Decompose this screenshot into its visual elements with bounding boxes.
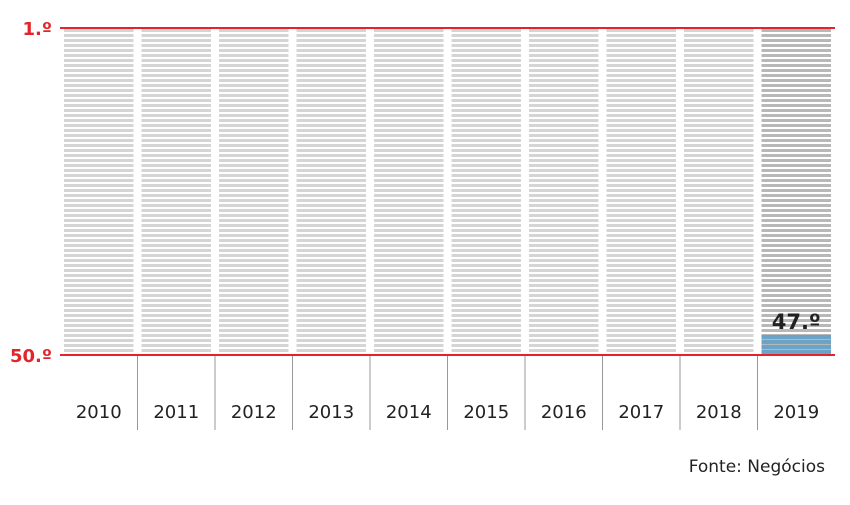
- value-bar-2019: [761, 334, 831, 354]
- x-tick-label-2014: 2014: [386, 402, 432, 423]
- y-tick-label-bottom: 50.º: [10, 346, 52, 367]
- x-tick-label-2018: 2018: [696, 402, 742, 423]
- data-label-2019: 47.º: [772, 310, 821, 334]
- column-background-2010: [64, 29, 134, 354]
- column-background-2012: [219, 29, 289, 354]
- stripe-layer: [64, 29, 831, 354]
- column-background-2018: [684, 29, 754, 354]
- x-tick-label-2016: 2016: [541, 402, 587, 423]
- column-background-2016: [529, 29, 599, 354]
- column-background-2015: [451, 29, 521, 354]
- column-background-2011: [141, 29, 211, 354]
- separator-layer: [137, 355, 758, 430]
- column-background-2019: [761, 29, 831, 354]
- x-tick-label-2017: 2017: [618, 402, 664, 423]
- x-tick-label-2012: 2012: [231, 402, 277, 423]
- x-tick-label-2011: 2011: [153, 402, 199, 423]
- x-tick-label-2013: 2013: [308, 402, 354, 423]
- source-note: Fonte: Negócios: [688, 457, 825, 477]
- y-tick-label-top: 1.º: [22, 19, 52, 40]
- data-labels: 47.º: [772, 310, 821, 334]
- x-tick-labels: 2010 2011 2012 2013 2014 2015 2016 2017 2018 2019: [76, 402, 819, 423]
- column-background-2013: [296, 29, 366, 354]
- column-background-2014: [374, 29, 444, 354]
- column-background-2017: [606, 29, 676, 354]
- x-tick-label-2010: 2010: [76, 402, 122, 423]
- value-layer: [761, 334, 831, 354]
- x-tick-label-2015: 2015: [463, 402, 509, 423]
- x-tick-label-2019: 2019: [773, 402, 819, 423]
